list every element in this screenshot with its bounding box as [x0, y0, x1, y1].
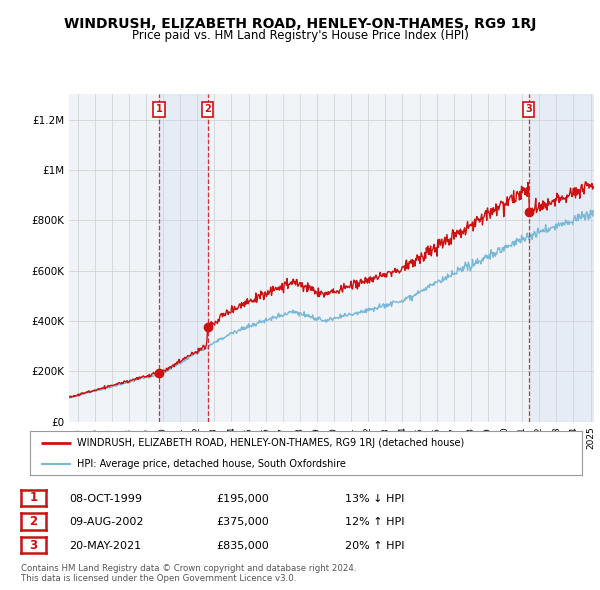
Text: £375,000: £375,000: [216, 517, 269, 527]
Text: 13% ↓ HPI: 13% ↓ HPI: [345, 494, 404, 503]
Text: 08-OCT-1999: 08-OCT-1999: [69, 494, 142, 503]
Text: 20% ↑ HPI: 20% ↑ HPI: [345, 541, 404, 550]
Text: HPI: Average price, detached house, South Oxfordshire: HPI: Average price, detached house, Sout…: [77, 459, 346, 469]
Text: 2: 2: [204, 104, 211, 114]
Bar: [529, 94, 594, 422]
Text: £195,000: £195,000: [216, 494, 269, 503]
Text: Price paid vs. HM Land Registry's House Price Index (HPI): Price paid vs. HM Land Registry's House …: [131, 30, 469, 42]
Text: 1: 1: [156, 104, 163, 114]
Text: 20-MAY-2021: 20-MAY-2021: [69, 541, 141, 550]
Text: Contains HM Land Registry data © Crown copyright and database right 2024.
This d: Contains HM Land Registry data © Crown c…: [21, 563, 356, 583]
Text: 1: 1: [29, 491, 38, 504]
Text: 3: 3: [29, 539, 38, 552]
Text: 12% ↑ HPI: 12% ↑ HPI: [345, 517, 404, 527]
Text: 2: 2: [29, 515, 38, 528]
Text: 3: 3: [525, 104, 532, 114]
Text: WINDRUSH, ELIZABETH ROAD, HENLEY-ON-THAMES, RG9 1RJ: WINDRUSH, ELIZABETH ROAD, HENLEY-ON-THAM…: [64, 17, 536, 31]
Bar: [159, 94, 208, 422]
Text: 09-AUG-2002: 09-AUG-2002: [69, 517, 143, 527]
Text: WINDRUSH, ELIZABETH ROAD, HENLEY-ON-THAMES, RG9 1RJ (detached house): WINDRUSH, ELIZABETH ROAD, HENLEY-ON-THAM…: [77, 438, 464, 448]
Text: £835,000: £835,000: [216, 541, 269, 550]
